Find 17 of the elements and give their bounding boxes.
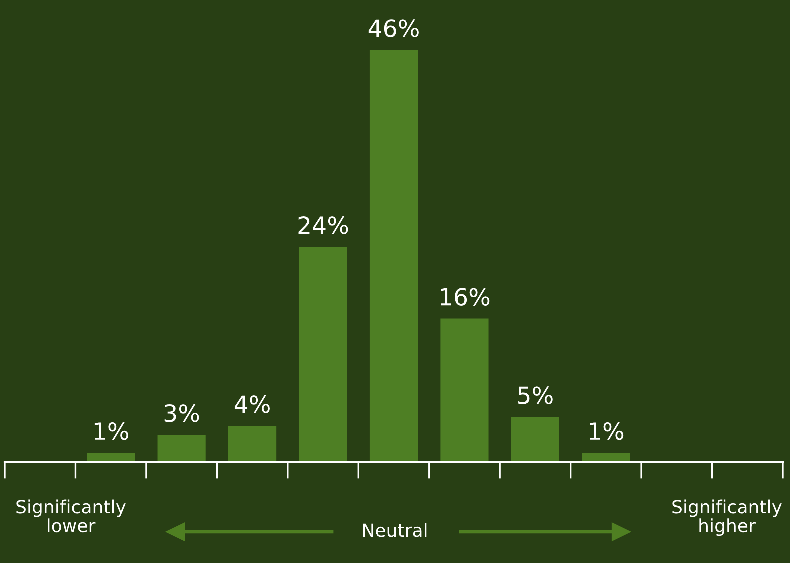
text: Neutral — [363, 523, 427, 538]
data-label: 16% — [441, 288, 490, 306]
bar — [158, 435, 206, 462]
bar — [228, 426, 277, 462]
bar — [299, 247, 348, 462]
data-label: 4% — [234, 396, 270, 414]
data-label: 24% — [298, 216, 348, 234]
bar — [511, 417, 560, 462]
data-label: 1% — [590, 422, 624, 440]
data-label: 5% — [518, 386, 553, 404]
bar — [370, 50, 418, 462]
text: Significantly higher — [672, 500, 782, 536]
data-label: 46% — [368, 20, 419, 38]
text: Significantly lower — [16, 500, 126, 533]
data-label: 1% — [94, 422, 129, 440]
data-label: 3% — [164, 404, 200, 422]
bar — [440, 318, 489, 462]
